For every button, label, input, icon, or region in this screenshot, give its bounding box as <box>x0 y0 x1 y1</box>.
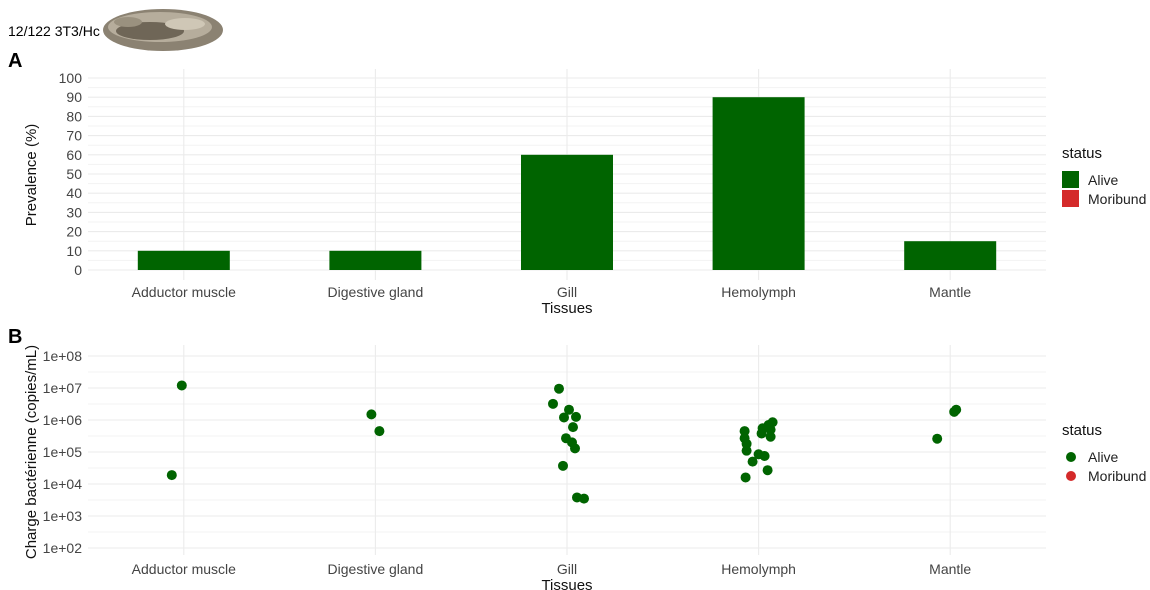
y-tick-label: 1e+06 <box>43 412 83 428</box>
y-tick-label: 1e+08 <box>43 348 83 364</box>
y-tick-label: 70 <box>66 128 82 144</box>
y-tick-label: 90 <box>66 89 82 105</box>
a-legend-key-moribund <box>1062 190 1079 207</box>
data-point <box>568 422 578 433</box>
data-point <box>747 456 758 467</box>
y-tick-label: 20 <box>66 224 82 240</box>
data-point <box>548 398 558 409</box>
panel-a-label: A <box>8 50 22 72</box>
a-legend-label-moribund: Moribund <box>1088 191 1146 207</box>
data-point <box>570 443 580 454</box>
y-tick-label: 10 <box>66 243 82 259</box>
y-tick-label: 1e+03 <box>43 508 83 524</box>
oyster-image <box>103 9 223 51</box>
data-point <box>166 470 177 481</box>
data-point <box>949 406 960 417</box>
a-legend-title: status <box>1062 145 1102 162</box>
y-tick-label: 50 <box>66 166 82 182</box>
x-tick-label: Digestive gland <box>328 561 424 577</box>
bar-gill <box>521 154 613 270</box>
x-tick-label: Mantle <box>929 561 971 577</box>
data-point <box>759 450 770 461</box>
data-point <box>739 426 750 437</box>
data-point <box>756 428 767 439</box>
x-tick-label: Gill <box>557 284 577 300</box>
bar-hemolymph <box>712 97 805 270</box>
x-tick-label: Adductor muscle <box>132 284 236 300</box>
data-point <box>374 426 385 437</box>
y-tick-label: 1e+04 <box>43 476 83 492</box>
data-point <box>762 465 773 476</box>
b-legend-key-alive <box>1066 452 1076 462</box>
x-tick-label: Hemolymph <box>721 284 796 300</box>
bar-mantle <box>904 241 997 270</box>
y-tick-label: 30 <box>66 204 82 220</box>
b-legend-key-moribund <box>1066 471 1076 481</box>
b-legend-label-moribund: Moribund <box>1088 468 1146 484</box>
x-tick-label: Hemolymph <box>721 561 796 577</box>
x-tick-label: Adductor muscle <box>132 561 236 577</box>
data-point <box>765 431 776 442</box>
data-point <box>559 412 569 423</box>
x-axis-title: Tissues <box>541 300 592 317</box>
y-axis-title: Charge bactérienne (copies/mL) <box>23 345 40 559</box>
a-legend-label-alive: Alive <box>1088 172 1119 188</box>
data-point <box>740 472 751 483</box>
y-tick-label: 60 <box>66 147 82 163</box>
y-axis-title: Prevalence (%) <box>23 124 40 227</box>
x-tick-label: Mantle <box>929 284 971 300</box>
data-point <box>564 404 574 415</box>
panel-b-label: B <box>8 326 22 348</box>
data-point <box>554 383 564 394</box>
y-tick-label: 100 <box>59 70 83 86</box>
data-point <box>932 433 943 444</box>
data-point <box>558 460 568 471</box>
bacterial-load-chart: 1e+02 1e+03 1e+04 1e+05 1e+06 1e+07 1e+08 Adduc… <box>23 345 1146 590</box>
bar-adductor-muscle <box>137 250 230 270</box>
y-tick-label: 0 <box>74 262 82 278</box>
x-tick-label: Digestive gland <box>328 284 424 300</box>
y-tick-label: 1e+05 <box>43 444 83 460</box>
prevalence-chart: 0 10 20 30 40 50 60 70 80 90 100 Adductor muscle Dig… <box>23 69 1146 317</box>
data-point <box>579 493 589 504</box>
x-tick-label: Gill <box>557 561 577 577</box>
b-legend-label-alive: Alive <box>1088 449 1119 465</box>
b-legend-title: status <box>1062 422 1102 439</box>
strain-label: 12/122 3T3/Hc <box>8 23 100 39</box>
data-point <box>765 424 776 435</box>
y-tick-label: 40 <box>66 185 82 201</box>
data-point <box>366 409 377 420</box>
data-point <box>571 411 581 422</box>
y-tick-label: 1e+02 <box>43 540 83 556</box>
data-point <box>176 380 187 391</box>
bar-digestive-gland <box>329 250 422 270</box>
a-legend-key-alive <box>1062 171 1079 188</box>
y-tick-label: 80 <box>66 108 82 124</box>
data-point <box>741 438 752 449</box>
y-tick-label: 1e+07 <box>43 380 83 396</box>
data-point <box>741 445 752 456</box>
x-axis-title: Tissues <box>541 577 592 590</box>
